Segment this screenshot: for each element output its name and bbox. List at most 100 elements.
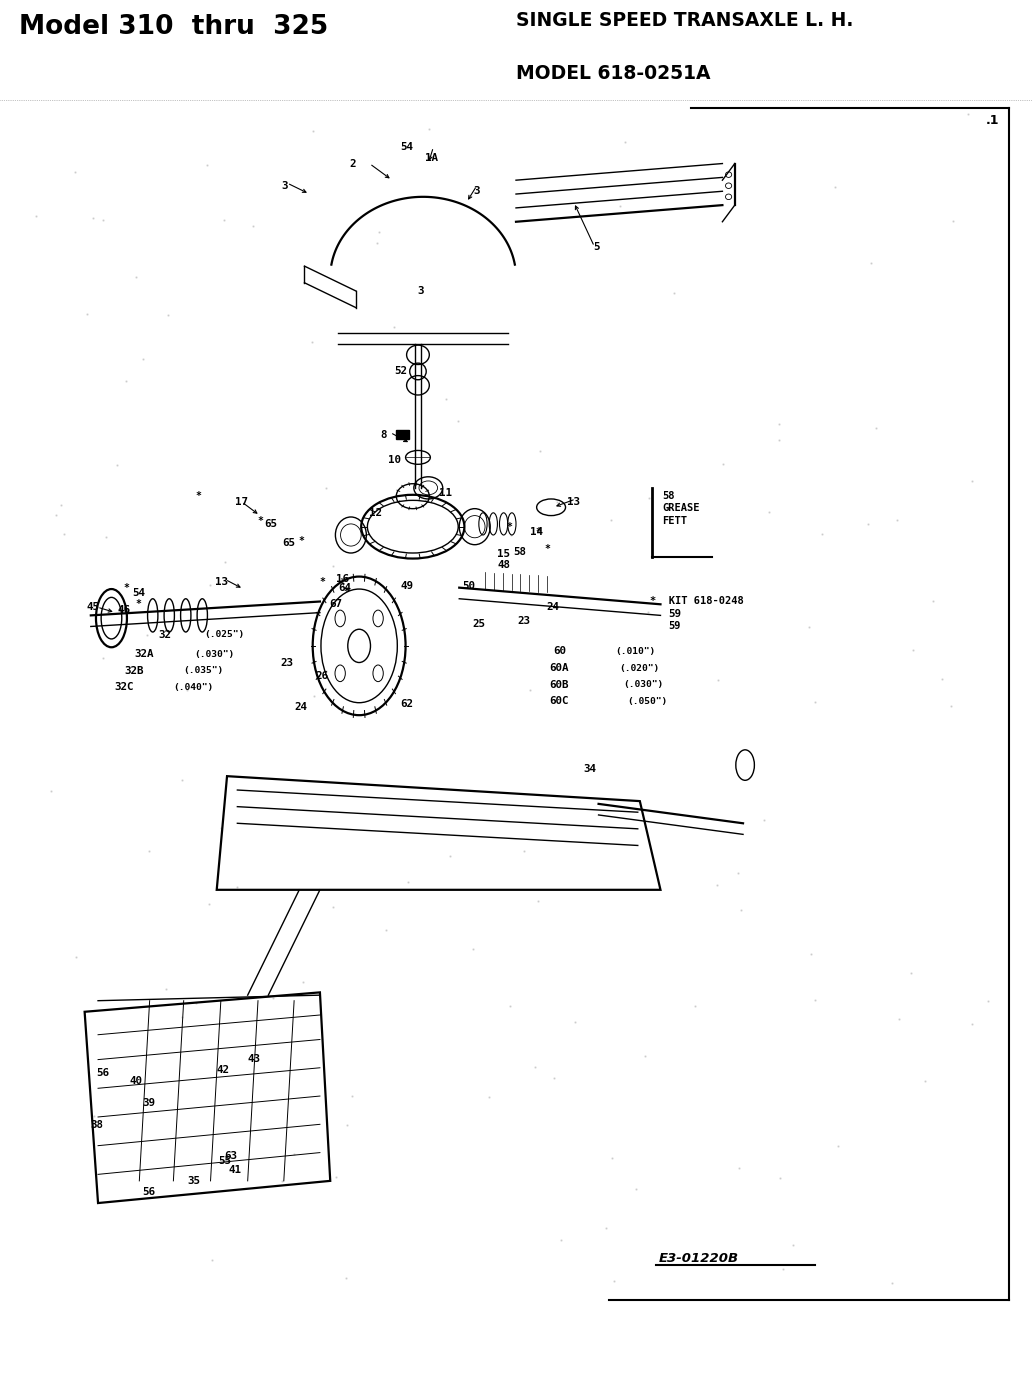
Point xyxy=(370,220,387,243)
Text: 65: 65 xyxy=(264,518,277,529)
Point xyxy=(568,1010,584,1033)
Text: 39: 39 xyxy=(142,1098,155,1109)
Point xyxy=(943,694,960,717)
Point xyxy=(521,679,538,701)
Text: Model 310  thru  325: Model 310 thru 325 xyxy=(19,14,328,40)
Text: 24: 24 xyxy=(547,602,559,613)
Text: 59: 59 xyxy=(669,621,681,631)
Point xyxy=(344,1085,360,1107)
Text: 35: 35 xyxy=(188,1175,200,1186)
Point xyxy=(325,895,342,918)
Point xyxy=(827,176,843,198)
Point xyxy=(627,1178,644,1200)
Point xyxy=(883,1272,900,1295)
Text: *: * xyxy=(544,543,550,554)
Point xyxy=(295,970,312,992)
Point xyxy=(502,995,518,1017)
Point xyxy=(324,554,341,577)
Text: *: * xyxy=(536,527,542,538)
Point xyxy=(450,410,466,432)
Point xyxy=(138,624,155,646)
Point xyxy=(529,890,546,912)
Text: 24: 24 xyxy=(295,701,308,712)
Text: 12: 12 xyxy=(369,507,382,518)
Text: *: * xyxy=(135,599,141,610)
Text: 58
GREASE
FETT: 58 GREASE FETT xyxy=(663,491,700,527)
Text: 64: 64 xyxy=(338,582,351,593)
Point xyxy=(135,348,152,370)
Point xyxy=(802,944,818,966)
Point xyxy=(641,486,657,509)
Point xyxy=(860,513,876,535)
Point xyxy=(229,876,246,898)
Point xyxy=(761,500,777,523)
Point xyxy=(305,119,322,141)
Point xyxy=(159,304,175,326)
Point xyxy=(465,938,482,960)
Point xyxy=(980,990,997,1012)
Point xyxy=(863,252,879,274)
Text: 60C: 60C xyxy=(550,696,569,707)
Point xyxy=(108,455,125,477)
Point xyxy=(67,161,84,183)
Point xyxy=(28,205,44,227)
Point xyxy=(127,266,143,288)
Point xyxy=(772,1167,788,1189)
Point xyxy=(830,1135,846,1157)
Text: 46: 46 xyxy=(118,604,130,615)
Text: 60A: 60A xyxy=(550,663,569,674)
Text: *: * xyxy=(257,516,263,527)
Point xyxy=(807,990,824,1012)
Text: 62: 62 xyxy=(400,699,413,710)
Point xyxy=(56,523,72,545)
Point xyxy=(891,1008,907,1030)
Point xyxy=(603,509,619,531)
Point xyxy=(606,1270,622,1292)
Point xyxy=(399,872,416,894)
Text: 60: 60 xyxy=(553,646,566,657)
Point xyxy=(612,195,628,218)
Point xyxy=(640,600,656,622)
Text: 48: 48 xyxy=(497,560,510,571)
Text: 2: 2 xyxy=(350,158,356,169)
Point xyxy=(708,873,724,895)
Text: 49: 49 xyxy=(400,581,413,592)
Text: *: * xyxy=(344,586,350,597)
Text: 1A: 1A xyxy=(425,152,438,164)
Text: 41: 41 xyxy=(229,1164,241,1175)
Text: SINGLE SPEED TRANSAXLE L. H.: SINGLE SPEED TRANSAXLE L. H. xyxy=(516,11,853,30)
Point xyxy=(604,1146,620,1168)
Text: *  KIT 618-0248: * KIT 618-0248 xyxy=(650,596,744,606)
Text: (.010"): (.010") xyxy=(615,647,655,656)
Point xyxy=(216,208,232,230)
Point xyxy=(889,509,905,531)
Point xyxy=(442,844,458,866)
Point xyxy=(964,1013,980,1035)
Text: MODEL 618-0251A: MODEL 618-0251A xyxy=(516,64,710,83)
Text: .1: .1 xyxy=(986,114,999,126)
Text: 55: 55 xyxy=(219,1156,231,1167)
Point xyxy=(386,316,402,338)
Text: 26: 26 xyxy=(316,671,328,682)
Point xyxy=(814,524,831,546)
Point xyxy=(245,215,261,237)
Text: 32C: 32C xyxy=(115,682,133,693)
Point xyxy=(264,987,281,1009)
Point xyxy=(503,524,519,546)
Point xyxy=(368,231,385,254)
Text: 32A: 32A xyxy=(135,649,154,660)
Text: *: * xyxy=(298,535,304,546)
Point xyxy=(553,1229,570,1252)
Point xyxy=(784,1234,801,1256)
Text: 54: 54 xyxy=(400,141,413,152)
Text: 42: 42 xyxy=(217,1064,229,1076)
Text: 8: 8 xyxy=(381,430,387,441)
Point xyxy=(771,430,787,452)
Point xyxy=(327,1166,344,1188)
Text: (.025"): (.025") xyxy=(204,631,245,639)
Text: 25: 25 xyxy=(473,618,485,629)
Text: 38: 38 xyxy=(91,1120,103,1131)
Point xyxy=(421,118,438,140)
Point xyxy=(307,685,323,707)
Point xyxy=(771,413,787,435)
